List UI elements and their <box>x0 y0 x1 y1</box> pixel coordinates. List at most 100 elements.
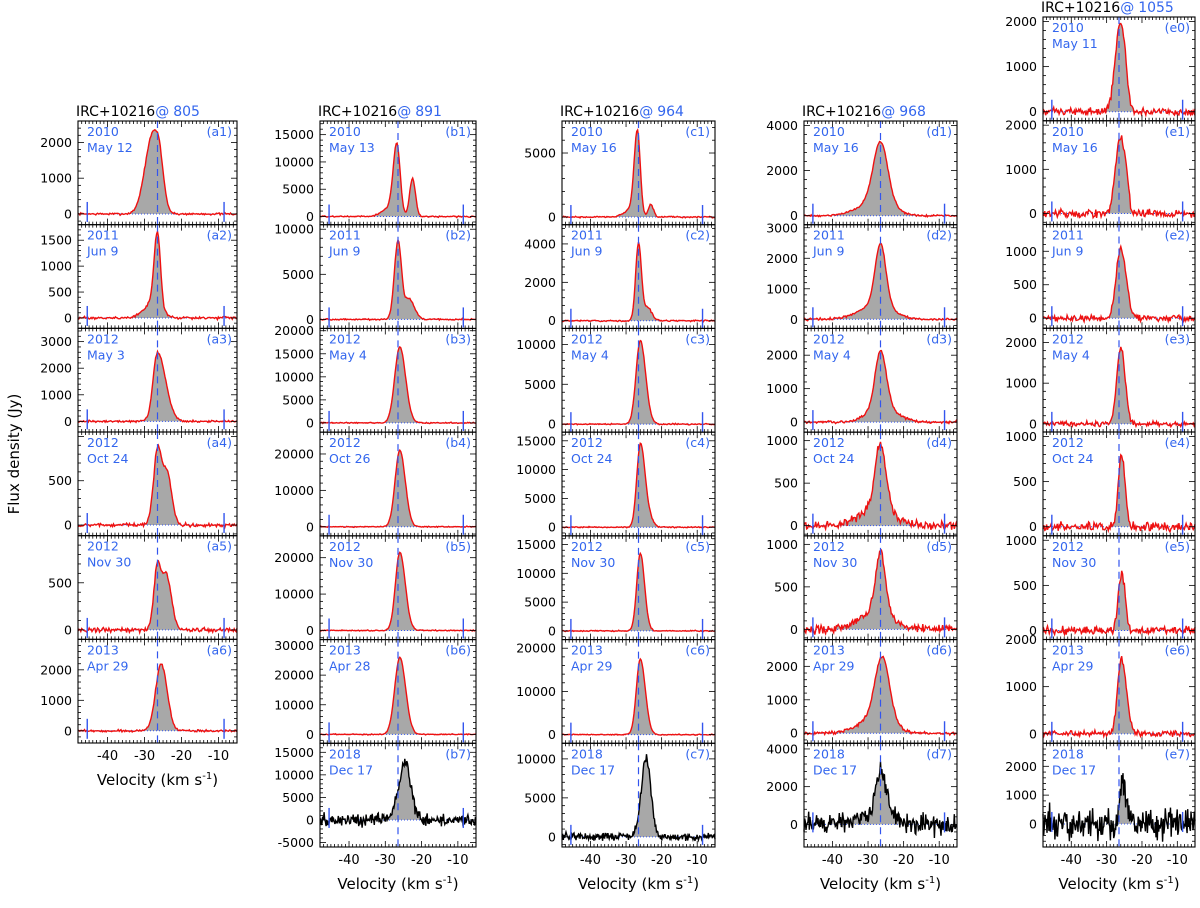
line-area-fill <box>562 242 715 321</box>
panel-date: Nov 30 <box>571 555 615 570</box>
spectrum-line <box>561 339 716 426</box>
panel-year: 2011 <box>571 228 603 243</box>
panel-label: (e1) <box>1165 124 1190 139</box>
panel-year: 2012 <box>329 539 361 554</box>
panel-label: (e7) <box>1165 746 1190 761</box>
panel-label: (a4) <box>207 435 232 450</box>
y-tick-label: 0 <box>306 519 314 534</box>
panel-date: May 4 <box>1052 347 1090 362</box>
y-tick-label: 1000 <box>40 387 72 402</box>
y-tick-label: 0 <box>548 623 556 638</box>
panel-label: (e5) <box>1165 539 1190 554</box>
y-tick-label: 15000 <box>274 745 314 760</box>
panel-date: Jun 9 <box>1051 244 1084 259</box>
title-source: IRC+10216 <box>802 104 881 120</box>
y-tick-label: 1000 <box>766 381 798 396</box>
y-tick-label: 2000 <box>40 361 72 376</box>
line-area-fill <box>320 552 476 631</box>
panel-date: May 16 <box>813 140 859 155</box>
panel-year: 2012 <box>1052 331 1084 346</box>
y-tick-label: 0 <box>306 415 314 430</box>
panel-year: 2010 <box>329 124 361 139</box>
panel-year: 2012 <box>329 331 361 346</box>
panel-label: (b5) <box>445 539 471 554</box>
y-tick-label: 5000 <box>524 377 556 392</box>
column-title: IRC+10216@ 964 <box>560 104 684 120</box>
line-area-fill <box>804 243 957 320</box>
panel-date: Oct 24 <box>571 451 613 466</box>
title-frequency: 805 <box>173 104 200 120</box>
y-tick-label: 1000 <box>1005 788 1037 803</box>
panel-label: (d4) <box>926 435 952 450</box>
line-area-fill <box>320 346 476 423</box>
x-axis-label: Velocity (km s-1) <box>337 875 458 893</box>
x-axis-label-exponent: -1 <box>443 875 453 886</box>
y-tick-label: 1000 <box>766 433 798 448</box>
panel-date: Jun 9 <box>328 244 361 259</box>
panel-date: Apr 28 <box>329 659 371 674</box>
panel-year: 2012 <box>1052 539 1084 554</box>
line-area-fill <box>1043 346 1195 425</box>
panel-year: 2010 <box>1052 20 1084 35</box>
line-area-fill <box>320 240 476 320</box>
y-tick-label: 10000 <box>274 697 314 712</box>
y-tick-label: 0 <box>64 518 72 533</box>
line-area-fill <box>804 350 957 423</box>
panel-year: 2018 <box>813 746 845 761</box>
panel-label: (e0) <box>1165 20 1190 35</box>
panel-year: 2010 <box>87 124 119 139</box>
x-tick-label: -30 <box>1096 853 1117 868</box>
panel-label: (d7) <box>926 746 952 761</box>
x-tick-label: -30 <box>134 749 155 764</box>
title-source: IRC+10216 <box>1041 0 1120 16</box>
x-axis-label-exponent: -1 <box>925 875 935 886</box>
panel-date: Oct 24 <box>1052 451 1094 466</box>
panel-year: 2012 <box>1052 435 1084 450</box>
x-axis-label-text: Velocity (km s <box>578 875 684 893</box>
y-tick-label: 1000 <box>40 171 72 186</box>
y-tick-label: 2000 <box>1005 335 1037 350</box>
panel-frame <box>803 742 958 848</box>
panel-date: Jun 9 <box>812 244 845 259</box>
y-tick-label: 500 <box>1013 277 1037 292</box>
panel-year: 2013 <box>329 643 361 658</box>
line-area-fill <box>562 659 715 735</box>
panel-year: 2018 <box>329 746 361 761</box>
x-axis-label-close: ) <box>693 875 699 893</box>
panel-date: May 16 <box>571 140 617 155</box>
y-tick-label: 0 <box>1029 206 1037 221</box>
panel-year: 2012 <box>329 435 361 450</box>
title-frequency: 891 <box>415 104 442 120</box>
y-tick-label: 3000 <box>766 220 798 235</box>
panel-label: (c5) <box>685 539 710 554</box>
panel-label: (b7) <box>445 746 471 761</box>
panel-date: May 4 <box>813 347 851 362</box>
spectrum-line <box>803 349 958 425</box>
x-axis-label-close: ) <box>935 875 941 893</box>
panel-label: (e2) <box>1165 228 1190 243</box>
panel-label: (c1) <box>685 124 710 139</box>
panel-label: (d1) <box>926 124 952 139</box>
y-tick-label: 20000 <box>274 550 314 565</box>
spectrum-line <box>562 442 715 529</box>
panel-label: (c6) <box>685 643 710 658</box>
x-axis-label: Velocity (km s-1) <box>1058 875 1179 893</box>
y-tick-label: 2000 <box>766 348 798 363</box>
x-tick-label: -40 <box>580 853 601 868</box>
x-tick-label: -10 <box>929 853 950 868</box>
y-tick-label: 0 <box>548 313 556 328</box>
